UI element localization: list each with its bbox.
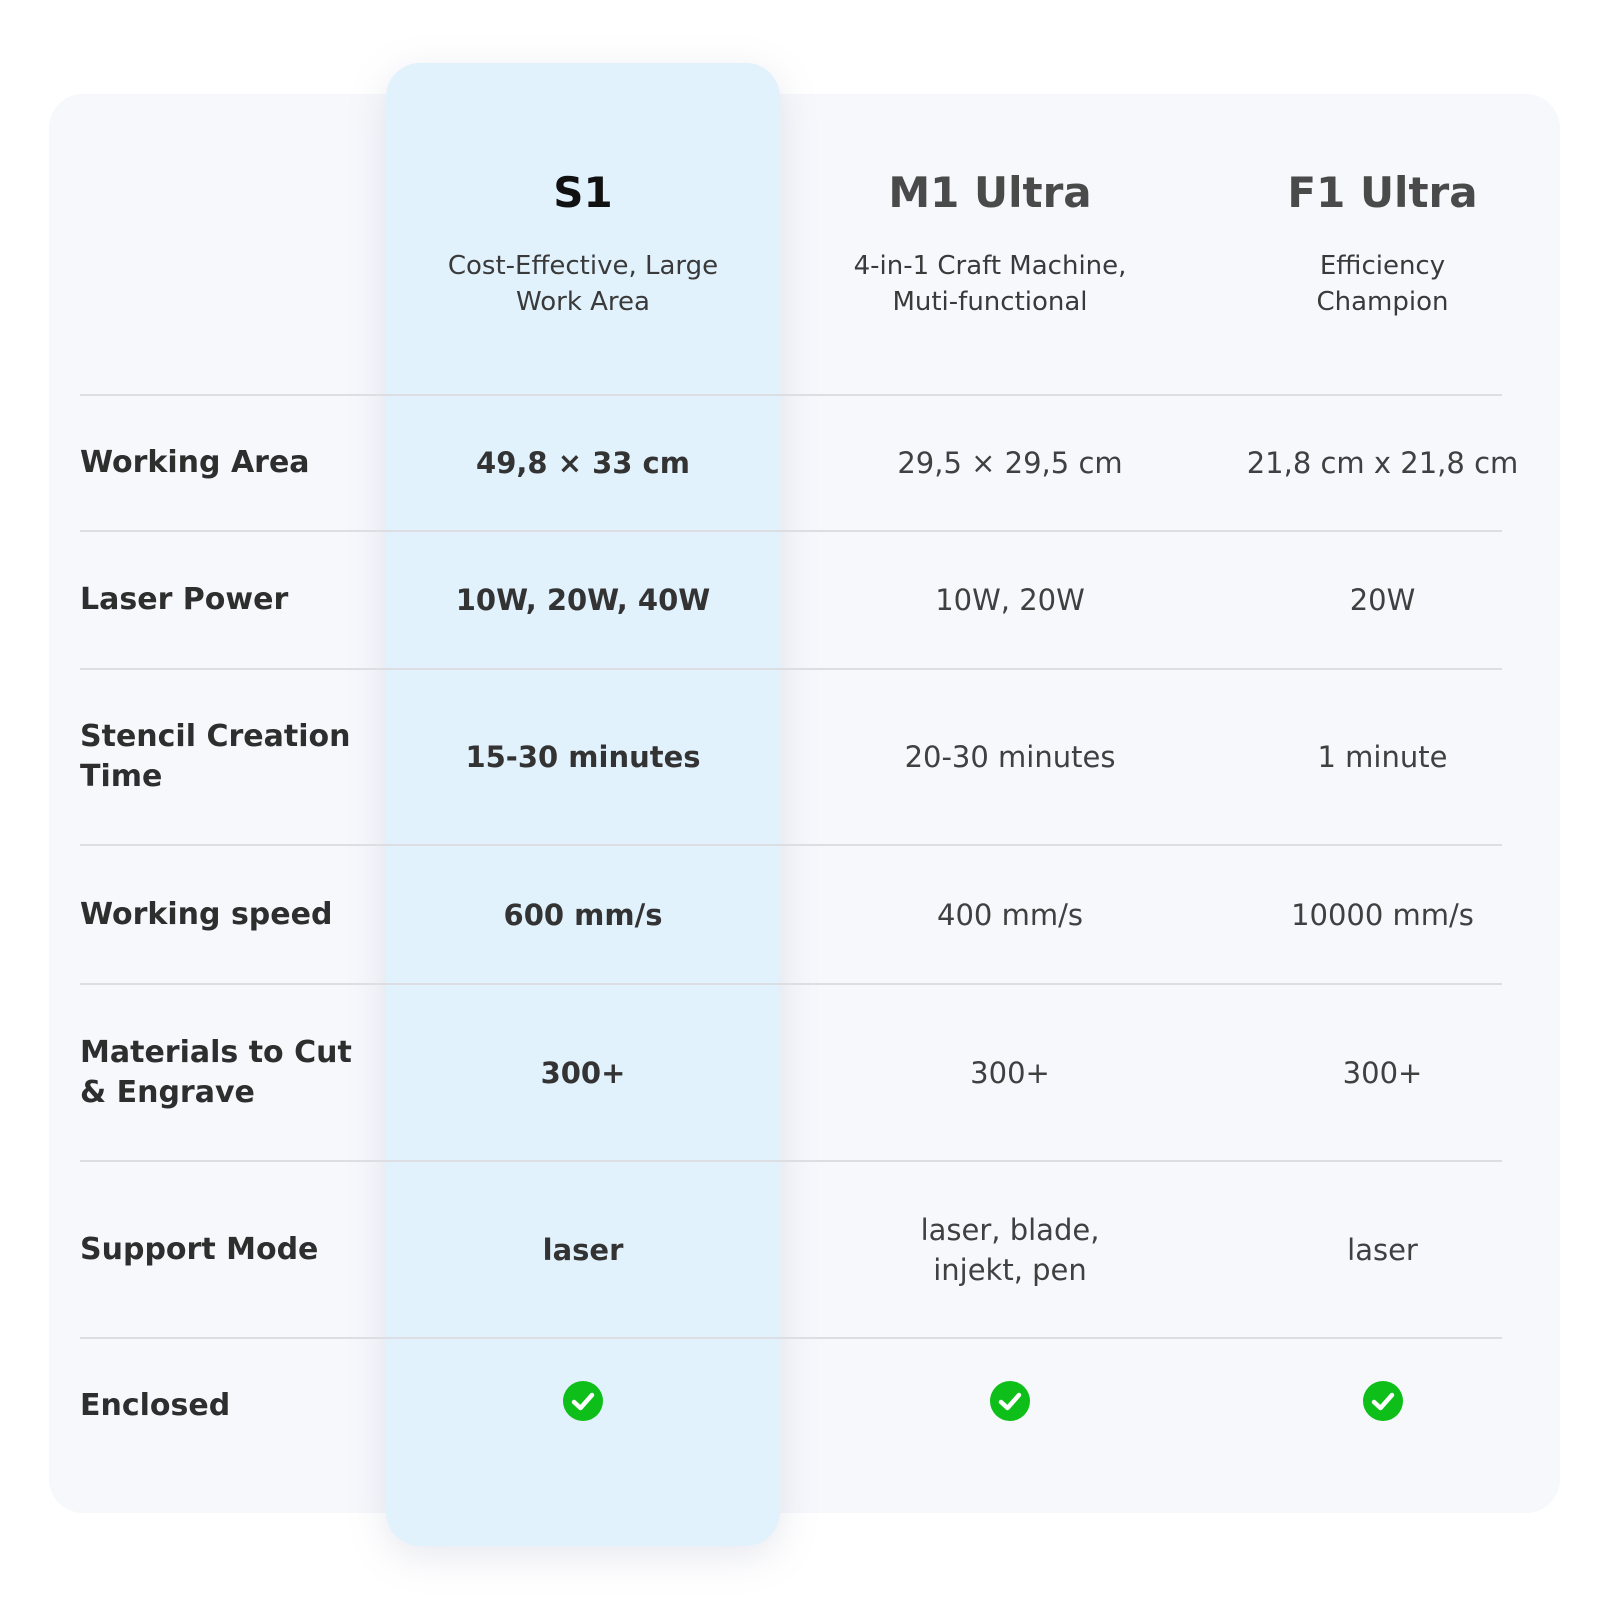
value-s1: 15-30 minutes [465,740,701,774]
product-header-f1-ultra: F1 Ultra Efficiency Champion [1240,168,1525,320]
check-circle-icon [563,1381,603,1421]
product-name: S1 [553,168,613,217]
value-s1: 10W, 20W, 40W [455,583,711,617]
value-s1: 49,8 × 33 cm [476,446,690,480]
s1-highlight-column [386,63,780,1546]
value-m1-ultra: 10W, 20W [935,583,1085,617]
comparison-table: S1 Cost-Effective, Large Work Area M1 Ult… [80,94,1525,1473]
value-s1: 300+ [540,1055,626,1090]
table-row: Support Mode laser laser, blade, injekt, … [80,1160,1502,1337]
product-name: M1 Ultra [888,168,1092,217]
row-label: Support Mode [80,1231,319,1267]
value-f1-ultra [1240,1381,1525,1431]
header-row: S1 Cost-Effective, Large Work Area M1 Ult… [80,94,1502,394]
value-f1-ultra: laser [1347,1232,1418,1267]
product-subtitle: Efficiency Champion [1316,251,1449,317]
product-header-m1-ultra: M1 Ultra 4-in-1 Craft Machine, Muti-funct… [780,168,1240,320]
product-subtitle: 4-in-1 Craft Machine, Muti-functional [853,251,1127,317]
product-header-s1: S1 Cost-Effective, Large Work Area [386,168,780,320]
value-s1: laser [542,1232,624,1267]
table-row: Working speed 600 mm/s 400 mm/s 10000 mm… [80,844,1502,983]
table-row: Enclosed [80,1337,1502,1473]
product-subtitle: Cost-Effective, Large Work Area [447,251,719,317]
comparison-card [49,94,1560,1513]
value-f1-ultra: 1 minute [1317,740,1448,774]
value-m1-ultra: laser, blade, injekt, pen [920,1212,1100,1287]
value-m1-ultra [780,1381,1240,1431]
value-s1: 600 mm/s [503,897,663,932]
row-label: Working Area [80,445,310,480]
check-circle-icon [990,1381,1030,1421]
value-f1-ultra: 20W [1349,583,1416,617]
row-label: Enclosed [80,1388,231,1423]
table-row: Laser Power 10W, 20W, 40W 10W, 20W 20W [80,530,1502,668]
value-m1-ultra: 20-30 minutes [904,740,1116,774]
row-label: Materials to Cut & Engrave [80,1034,352,1110]
value-f1-ultra: 10000 mm/s [1291,897,1474,932]
value-m1-ultra: 300+ [970,1055,1050,1090]
check-circle-icon [1362,1381,1403,1421]
row-label: Stencil Creation Time [80,719,351,794]
value-f1-ultra: 300+ [1342,1055,1423,1090]
value-m1-ultra: 400 mm/s [937,897,1083,932]
value-s1 [386,1381,780,1431]
row-label: Working speed [80,896,333,932]
row-label: Laser Power [80,582,289,617]
value-f1-ultra: 21,8 cm x 21,8 cm [1246,446,1519,480]
table-row: Materials to Cut & Engrave 300+ 300+ 300+ [80,983,1502,1160]
table-row: Working Area 49,8 × 33 cm 29,5 × 29,5 cm… [80,394,1518,530]
table-row: Stencil Creation Time 15-30 minutes 20-30… [80,668,1502,844]
product-name: F1 Ultra [1287,168,1478,217]
value-m1-ultra: 29,5 × 29,5 cm [897,446,1123,480]
